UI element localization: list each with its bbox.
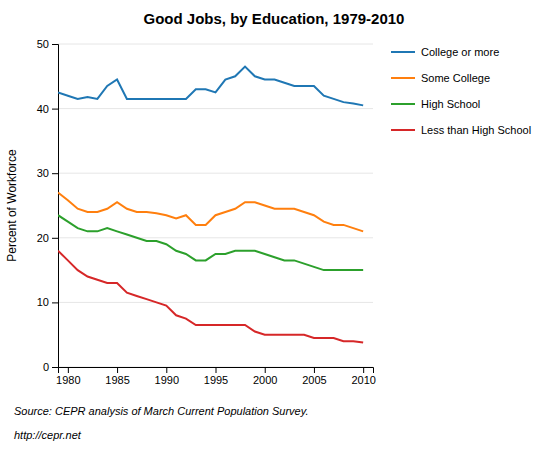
tick: 2000: [253, 367, 277, 386]
axis-line: [52, 45, 59, 368]
tick-mark: [52, 367, 58, 368]
tick: 30: [37, 167, 58, 179]
x-axis: 1980 1985 1990 1995 2000 2005 2010: [56, 367, 376, 386]
tick: 40: [37, 103, 58, 115]
legend-item: High School: [391, 98, 480, 110]
series-line: [58, 193, 363, 232]
annotation: http://cepr.net: [14, 429, 82, 441]
y-axis: 0 10 20 30 40 50: [37, 38, 59, 373]
tick-label: 1980: [56, 374, 80, 386]
tick-mark: [52, 302, 58, 303]
tick-label: 2010: [351, 374, 375, 386]
tick-mark: [52, 173, 58, 174]
tick-mark: [68, 367, 69, 373]
legend-item: Some College: [391, 72, 490, 84]
series-line: [58, 215, 363, 270]
grid-line: [58, 173, 373, 174]
plot: 1980 1985 1990 1995 2000 2005 2010 0 10 20 30 40 50: [37, 38, 376, 386]
title: Good Jobs, by Education, 1979-2010: [144, 10, 405, 27]
axis-line: [59, 368, 374, 374]
series-line: [58, 251, 363, 343]
tick-label: 2000: [253, 374, 277, 386]
tick-label: 2005: [302, 374, 326, 386]
tick: 2010: [351, 367, 375, 386]
tick: 0: [43, 361, 58, 373]
tick-mark: [52, 109, 58, 110]
tick-mark: [363, 367, 364, 373]
legend-item: Less than High School: [391, 124, 531, 136]
tick-label: 50: [37, 38, 49, 50]
tick: 1985: [105, 367, 129, 386]
tick-label: 10: [37, 296, 49, 308]
legend-label: College or more: [421, 46, 499, 58]
tick: 10: [37, 296, 58, 308]
legend-label: High School: [421, 98, 480, 110]
grid-line: [58, 108, 373, 109]
tick: 50: [37, 38, 58, 50]
tick-mark: [52, 44, 58, 45]
tick-label: 40: [37, 103, 49, 115]
tick-label: 1990: [155, 374, 179, 386]
tick-mark: [314, 367, 315, 373]
grid: [58, 44, 373, 367]
tick: 1980: [56, 367, 80, 386]
legend-label: Less than High School: [421, 124, 531, 136]
legend-swatch: [391, 129, 415, 131]
legend-swatch: [391, 51, 415, 53]
tick-label: 0: [43, 361, 49, 373]
legend: College or more Some College High School Le…: [391, 46, 531, 136]
chart: 1980 1985 1990 1995 2000 2005 2010 0 10 20 30 40 50 G…: [0, 0, 548, 455]
tick: 20: [37, 232, 58, 244]
tick-label: 30: [37, 167, 49, 179]
tick-mark: [52, 238, 58, 239]
tick-label: 20: [37, 232, 49, 244]
tick-mark: [117, 367, 118, 373]
grid-line: [58, 302, 373, 303]
grid-line: [58, 237, 373, 238]
tick-mark: [216, 367, 217, 373]
tick-mark: [265, 367, 266, 373]
legend-swatch: [391, 77, 415, 79]
annotation: Source: CEPR analysis of March Current P…: [14, 405, 308, 417]
y-axis-title: Percent of Workforce: [5, 149, 19, 262]
tick-mark: [166, 367, 167, 373]
grid-line: [58, 44, 373, 45]
series-line: [58, 67, 363, 106]
tick: 1995: [204, 367, 228, 386]
tick: 2005: [302, 367, 326, 386]
legend-item: College or more: [391, 46, 499, 58]
lines: [58, 67, 363, 343]
tick: 1990: [155, 367, 179, 386]
tick-label: 1995: [204, 374, 228, 386]
legend-label: Some College: [421, 72, 490, 84]
tick-label: 1985: [105, 374, 129, 386]
legend-swatch: [391, 103, 415, 105]
